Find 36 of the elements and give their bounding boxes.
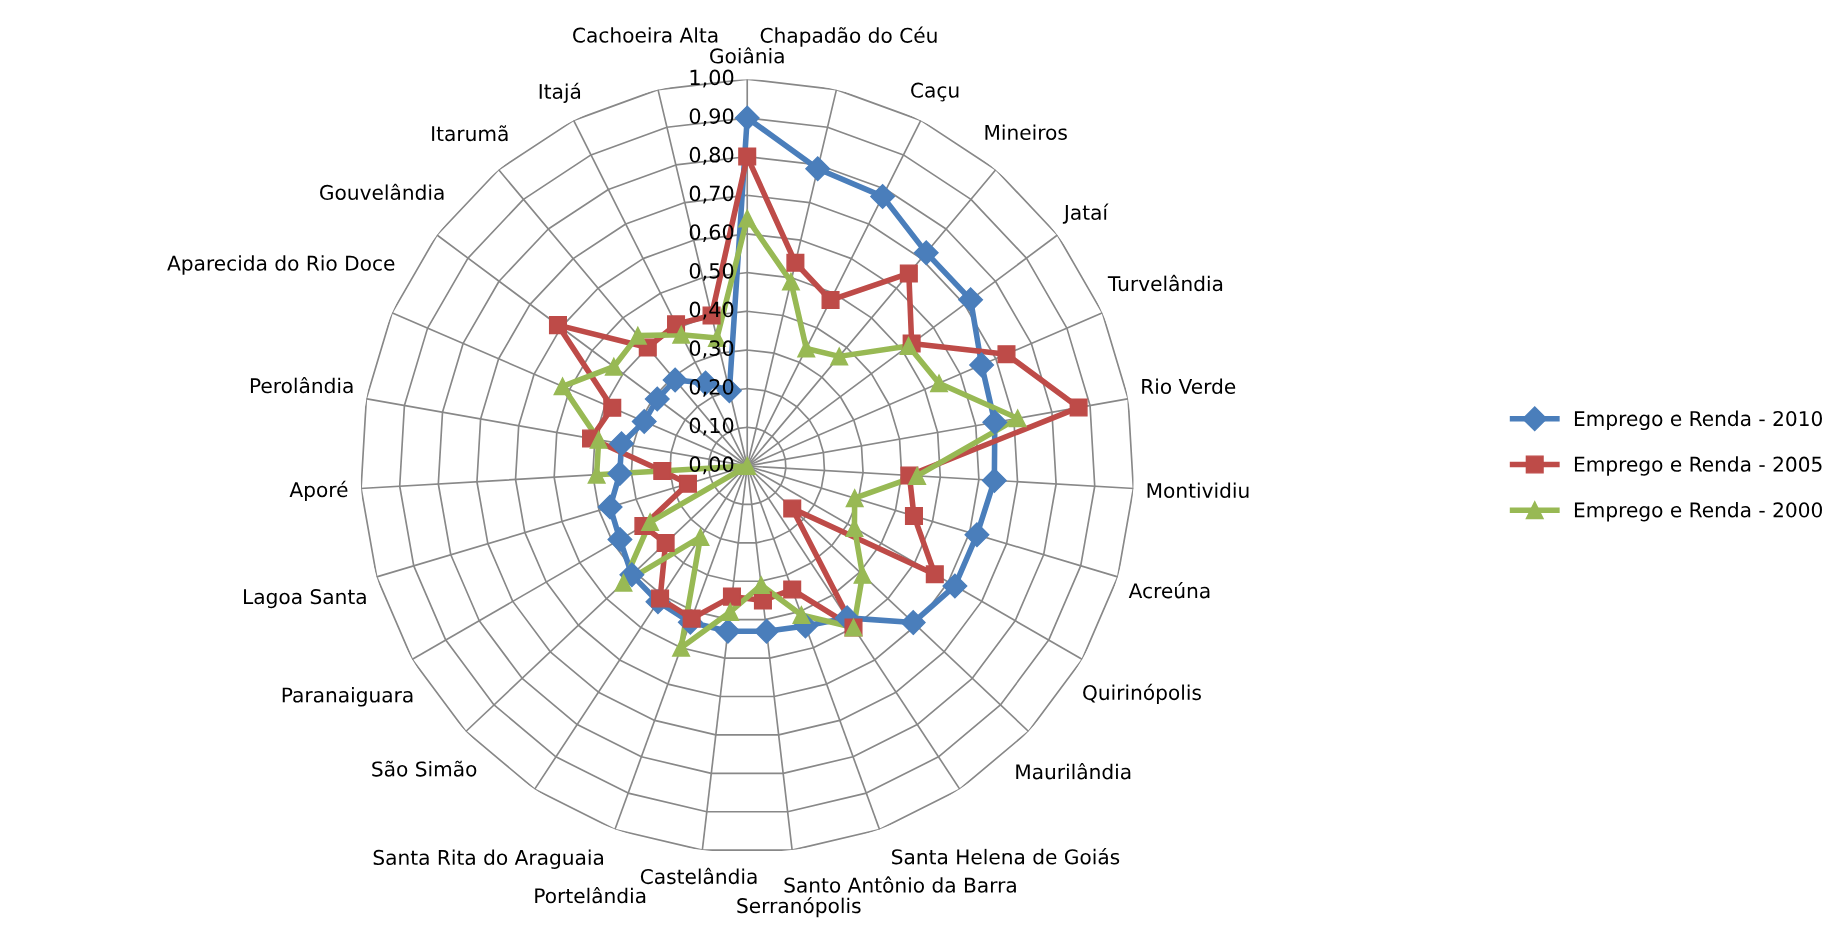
legend-label: Emprego e Renda - 2010 [1574,410,1822,431]
spoke-label: Maurilândia [1016,763,1131,780]
spoke-label: Aparecida do Rio Doce [167,255,395,275]
spoke-label: Quirinópolis [1083,683,1201,705]
spoke-label: Lagoa Santa [244,589,366,609]
y-tick-label: 0,80 [689,146,734,165]
spoke-label: Itajá [539,82,581,103]
spoke-label: Santa Rita do Araguaia [373,849,603,869]
spoke-label: Jataí [1062,203,1109,224]
legend-label: Emprego e Renda - 2005 [1574,456,1822,476]
y-tick-label: 1,00 [690,69,734,88]
spoke-label: Gouvelândia [320,183,444,201]
spoke-label: Castelândia [640,867,757,885]
spoke-label: Chapadão do Céu [760,26,937,47]
spoke-label: Goiânia [710,47,784,64]
y-tick-label: 0,90 [689,108,734,127]
spoke-label: São Simão [372,760,477,777]
y-tick-label: 0,10 [689,417,734,436]
spoke-label: Santo Antônio da Barra [784,876,1016,893]
spoke-label: Perolândia [250,376,353,394]
spoke-label: Montividiu [1147,482,1249,499]
y-tick-label: 0,40 [689,301,734,320]
spoke-label: Santa Helena de Goiás [892,848,1120,865]
spoke-label: Serranópolis [737,896,861,918]
spoke-label: Caçu [911,82,959,102]
spoke-label: Aporé [289,480,348,502]
spoke-label: Turvelândia [1107,274,1223,292]
spoke-label: Paranaiguara [282,687,413,707]
spoke-label: Mineiros [985,124,1067,140]
legend-label: Emprego e Renda - 2000 [1574,501,1822,522]
spoke-label: Itarumã [432,125,508,142]
spoke-label: Acreúna [1128,581,1210,599]
y-tick-label: 0,70 [689,185,734,204]
spoke-label: Cachoeira Alta [573,27,718,43]
spoke-label: Rio Verde [1142,378,1236,395]
spoke-label: Portelândia [535,886,646,904]
